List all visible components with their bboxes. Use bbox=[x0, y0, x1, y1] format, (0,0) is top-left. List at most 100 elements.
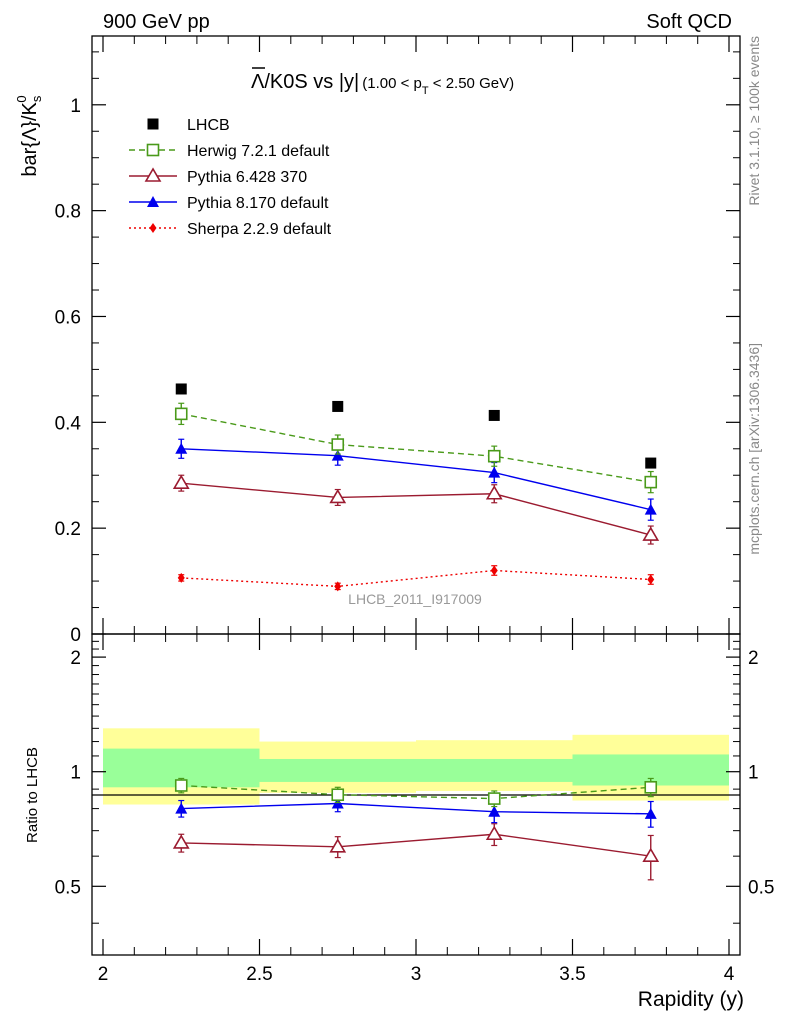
point-herwig-0 bbox=[174, 407, 188, 421]
title-range-end: < 2.50 GeV) bbox=[429, 75, 514, 92]
series-lhcb bbox=[175, 383, 657, 469]
header-left: 900 GeV pp bbox=[103, 11, 210, 33]
point-herwig-3 bbox=[644, 475, 658, 489]
ratio-ytick-label-right-2: 2 bbox=[748, 648, 759, 669]
point-py6-0 bbox=[172, 474, 190, 489]
main-ylabel-sub: s bbox=[29, 95, 44, 102]
series-line-py6 bbox=[181, 482, 651, 536]
ratio-series-py6 bbox=[172, 823, 660, 881]
legend-label-py6: Pythia 6.428 370 bbox=[187, 169, 307, 186]
legend-label-lhcb: LHCB bbox=[187, 117, 230, 134]
point-lhcb-3 bbox=[645, 457, 657, 469]
point-lhcb-2 bbox=[488, 409, 500, 421]
ratio-point-herwig-3 bbox=[644, 780, 658, 794]
ratio-ytick-label-left-1: 1 bbox=[70, 763, 81, 784]
main-ytick-label-4: 0.8 bbox=[55, 202, 81, 223]
ratio-point-py8-0 bbox=[175, 802, 188, 814]
header-right: Soft QCD bbox=[646, 11, 732, 33]
point-sherpa-1 bbox=[334, 581, 342, 592]
point-sherpa-0 bbox=[177, 572, 185, 583]
ratio-point-py8-3 bbox=[644, 807, 657, 819]
ratio-ytick-label-right-0: 0.5 bbox=[748, 877, 774, 898]
ratio-panel-marks bbox=[172, 777, 660, 881]
ratio-ytick-label-left-2: 2 bbox=[70, 648, 81, 669]
ratio-line-py6 bbox=[181, 833, 651, 857]
xtick-label-4: 4 bbox=[724, 964, 735, 985]
series-herwig bbox=[174, 402, 658, 494]
legend-label-sherpa: Sherpa 2.2.9 default bbox=[187, 221, 332, 238]
point-herwig-1 bbox=[331, 438, 345, 451]
main-ylabel-sup: 0 bbox=[14, 95, 29, 102]
point-py6-2 bbox=[485, 485, 503, 500]
main-ytick-label-2: 0.4 bbox=[55, 413, 82, 434]
legend-marker-py8 bbox=[147, 196, 159, 207]
mcplots-label: mcplots.cern.ch [arXiv:1306.3436] bbox=[746, 343, 762, 555]
ratio-point-py6-0 bbox=[172, 834, 190, 849]
watermark: LHCB_2011_I917009 bbox=[348, 591, 482, 607]
legend-marker-herwig bbox=[146, 143, 160, 157]
point-py8-0 bbox=[175, 442, 188, 454]
main-ytick-label-0: 0 bbox=[70, 625, 81, 646]
ratio-ytick-label-left-0: 0.5 bbox=[55, 877, 81, 898]
point-sherpa-2 bbox=[490, 565, 498, 576]
main-ylabel: bar{Λ}/Ks0 bbox=[14, 95, 44, 177]
legend-entry-herwig: Herwig 7.2.1 default bbox=[129, 143, 330, 160]
title-overline-char: Λ bbox=[251, 71, 265, 93]
series-line-py8 bbox=[181, 448, 651, 511]
legend-entry-sherpa: Sherpa 2.2.9 default bbox=[129, 221, 332, 238]
ratio-ytick-label-right-1: 1 bbox=[748, 763, 759, 784]
axis-ticks: 0 0.2 0.4 0.6 0.8 1 2 2.5 3 3.5 4 0.5 0.5 1 1 2 2 bbox=[55, 36, 774, 985]
ratio-point-herwig-1 bbox=[331, 788, 345, 802]
legend-label-py8: Pythia 8.170 default bbox=[187, 195, 329, 212]
legend-entry-py6: Pythia 6.428 370 bbox=[129, 167, 307, 186]
xtick-label-1: 2.5 bbox=[246, 964, 272, 985]
ratio-point-herwig-0 bbox=[174, 779, 188, 792]
ratio-band-green-1 bbox=[259, 758, 416, 782]
ratio-point-py8-2 bbox=[488, 805, 501, 817]
point-py8-2 bbox=[488, 466, 501, 478]
legend-label-herwig: Herwig 7.2.1 default bbox=[187, 143, 330, 160]
xtick-label-0: 2 bbox=[98, 964, 109, 985]
series-line-sherpa bbox=[181, 569, 651, 588]
title-rest: /K0S vs |y| bbox=[264, 71, 359, 93]
series-py8 bbox=[175, 438, 657, 521]
series-line-herwig bbox=[181, 413, 651, 483]
rivet-label: Rivet 3.1.10, ≥ 100k events bbox=[746, 36, 762, 206]
title-range-sub: T bbox=[422, 85, 429, 97]
ratio-band-green-2 bbox=[416, 758, 573, 782]
ratio-line-herwig bbox=[181, 784, 651, 800]
legend-marker-py6 bbox=[144, 167, 162, 182]
point-sherpa-3 bbox=[647, 574, 655, 585]
main-panel-marks bbox=[172, 383, 660, 592]
point-py6-1 bbox=[329, 488, 347, 504]
main-ytick-label-5: 1 bbox=[70, 96, 81, 117]
main-title: Λ/K0S vs |y| (1.00 < pT < 2.50 GeV) bbox=[251, 71, 514, 97]
legend-entry-py8: Pythia 8.170 default bbox=[129, 195, 329, 212]
point-herwig-2 bbox=[487, 449, 501, 463]
legend-entry-lhcb: LHCB bbox=[147, 117, 230, 134]
point-py6-3 bbox=[642, 526, 660, 541]
xlabel: Rapidity (y) bbox=[638, 988, 744, 1011]
ratio-point-py6-3 bbox=[642, 847, 660, 862]
ratio-point-herwig-2 bbox=[487, 792, 501, 805]
xtick-label-2: 3 bbox=[411, 964, 422, 985]
legend-marker-lhcb bbox=[147, 118, 159, 130]
ratio-point-py6-1 bbox=[329, 838, 347, 853]
series-py6 bbox=[172, 474, 660, 545]
main-ytick-label-1: 0.2 bbox=[55, 519, 81, 540]
main-ylabel-text: bar{Λ}/K bbox=[19, 101, 41, 176]
point-py8-1 bbox=[331, 449, 344, 461]
ratio-point-py6-2 bbox=[485, 825, 503, 841]
point-lhcb-0 bbox=[175, 383, 187, 395]
ratio-line-py8 bbox=[181, 802, 651, 815]
ratio-series-herwig bbox=[174, 777, 658, 808]
title-range: (1.00 < p bbox=[362, 75, 422, 92]
svg-text:bar{Λ}/Ks0: bar{Λ}/Ks0 bbox=[14, 95, 44, 177]
point-py8-3 bbox=[644, 503, 657, 515]
series-sherpa bbox=[177, 565, 655, 592]
point-lhcb-1 bbox=[332, 400, 344, 412]
ratio-ylabel: Ratio to LHCB bbox=[24, 747, 41, 843]
ratio-uncertainty-bands bbox=[103, 728, 729, 805]
main-ytick-label-3: 0.6 bbox=[55, 307, 81, 328]
